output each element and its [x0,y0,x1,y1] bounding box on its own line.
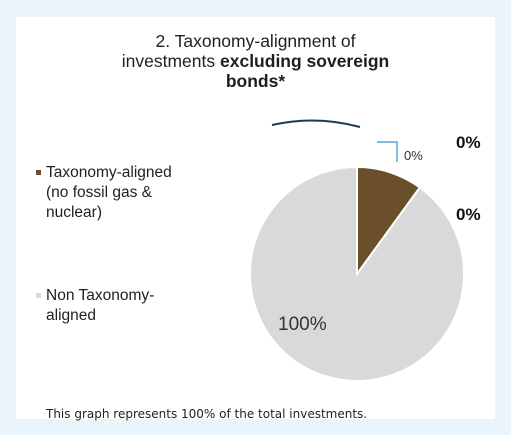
large-slice-label: 100% [278,314,327,335]
small-slice-label: 0% [404,148,423,163]
outer-top-arc [272,120,360,127]
small-slice-leader-line [377,142,397,162]
pie-slices [250,167,464,381]
chart-panel: 2. Taxonomy-alignment of investments exc… [16,17,495,419]
footer-note: This graph represents 100% of the total … [46,407,367,421]
outer-top-label: 0% [456,133,481,152]
outer-middle-label: 0% [456,205,481,224]
pie-slice-non-taxonomy-aligned [250,167,464,381]
pie-chart: 0% 0% 0% 100% [16,17,495,419]
